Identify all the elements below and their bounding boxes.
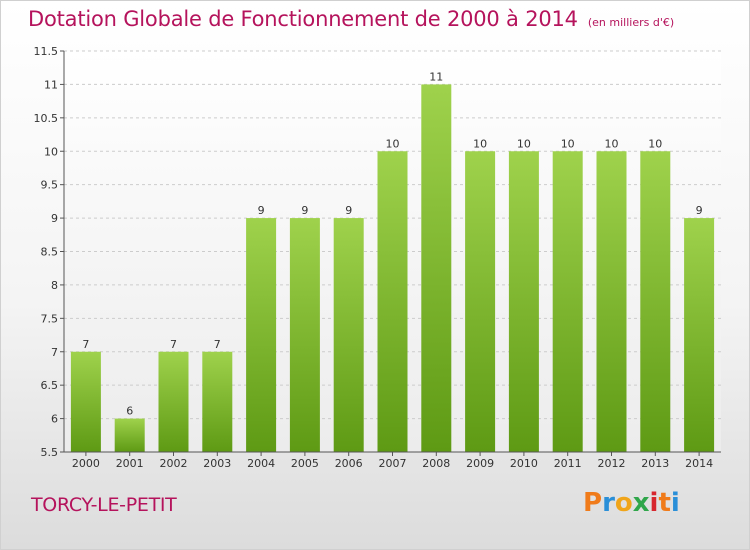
data-label: 10: [517, 137, 531, 150]
data-label: 10: [561, 137, 575, 150]
x-tick-label: 2011: [554, 457, 582, 470]
y-tick-label: 7: [51, 346, 58, 359]
bar-2011: [552, 151, 583, 452]
bar-2009: [465, 151, 496, 452]
data-label: 10: [473, 137, 487, 150]
x-tick-label: 2002: [160, 457, 188, 470]
bar-2006: [333, 218, 364, 452]
data-label: 9: [345, 204, 352, 217]
axis-layer: 5.5 6 6.5 7 7.5 8 8.5 9 9.5 10 10.5 11 11.5 2000 2001 2…: [34, 45, 721, 470]
x-tick-label: 2000: [72, 457, 100, 470]
bar-2014: [684, 218, 715, 452]
y-tick-label: 10: [44, 145, 58, 158]
x-tick-label: 2010: [510, 457, 538, 470]
bar-2003: [202, 351, 233, 452]
logo-letter: o: [614, 488, 633, 518]
chart-title-block: Dotation Globale de Fonctionnement de 20…: [28, 7, 674, 31]
y-tick-label: 6.5: [41, 379, 59, 392]
commune-name: TORCY-LE-PETIT: [31, 494, 177, 516]
chart-unit: (en milliers d'€): [587, 16, 675, 29]
data-label: 10: [605, 137, 619, 150]
data-label: 6: [126, 405, 133, 418]
data-label: 10: [648, 137, 662, 150]
proxiti-logo[interactable]: Proxiti: [583, 488, 680, 518]
bar-2010: [508, 151, 539, 452]
x-tick-label: 2013: [641, 457, 669, 470]
logo-letter: P: [583, 488, 603, 518]
bar-2004: [246, 218, 277, 452]
logo-letter: x: [632, 488, 650, 518]
bar-2007: [377, 151, 408, 452]
y-tick-label: 10.5: [34, 112, 59, 125]
chart-title: Dotation Globale de Fonctionnement de 20…: [28, 7, 578, 31]
y-tick-label: 8.5: [41, 246, 59, 259]
bar-2013: [640, 151, 671, 452]
y-tick-label: 9.5: [41, 179, 59, 192]
data-label: 7: [214, 338, 221, 351]
x-tick-label: 2008: [422, 457, 450, 470]
y-tick-label: 8: [51, 279, 58, 292]
data-label: 7: [82, 338, 89, 351]
y-tick-label: 5.5: [41, 446, 59, 459]
y-tick-label: 7.5: [41, 312, 59, 325]
x-tick-label: 2004: [247, 457, 275, 470]
x-tick-label: 2014: [685, 457, 713, 470]
bar-2012: [596, 151, 627, 452]
y-tick-label: 11.5: [34, 45, 59, 58]
y-tick-label: 11: [44, 78, 58, 91]
x-tick-label: 2012: [598, 457, 626, 470]
bar-2001: [114, 418, 145, 452]
bar-2008: [421, 84, 452, 453]
logo-letter: t: [658, 488, 671, 518]
data-label: 9: [696, 204, 703, 217]
x-tick-label: 2005: [291, 457, 319, 470]
bar-2000: [70, 351, 101, 452]
logo-letter: r: [602, 488, 615, 518]
x-tick-label: 2009: [466, 457, 494, 470]
bar-2005: [289, 218, 320, 452]
data-label: 9: [301, 204, 308, 217]
data-label: 7: [170, 338, 177, 351]
data-label: 9: [258, 204, 265, 217]
bar-layer: 7 6 7 7 9 9 9 10 11 10 10 10 10 10 9: [70, 70, 715, 453]
x-tick-label: 2001: [116, 457, 144, 470]
x-tick-label: 2007: [379, 457, 407, 470]
x-tick-label: 2006: [335, 457, 363, 470]
y-tick-label: 9: [51, 212, 58, 225]
x-tick-label: 2003: [203, 457, 231, 470]
logo-letter: i: [670, 488, 680, 518]
data-label: 11: [429, 70, 443, 83]
data-label: 10: [386, 137, 400, 150]
bar-2002: [158, 351, 189, 452]
y-tick-label: 6: [51, 413, 58, 426]
logo-letter: i: [649, 488, 659, 518]
